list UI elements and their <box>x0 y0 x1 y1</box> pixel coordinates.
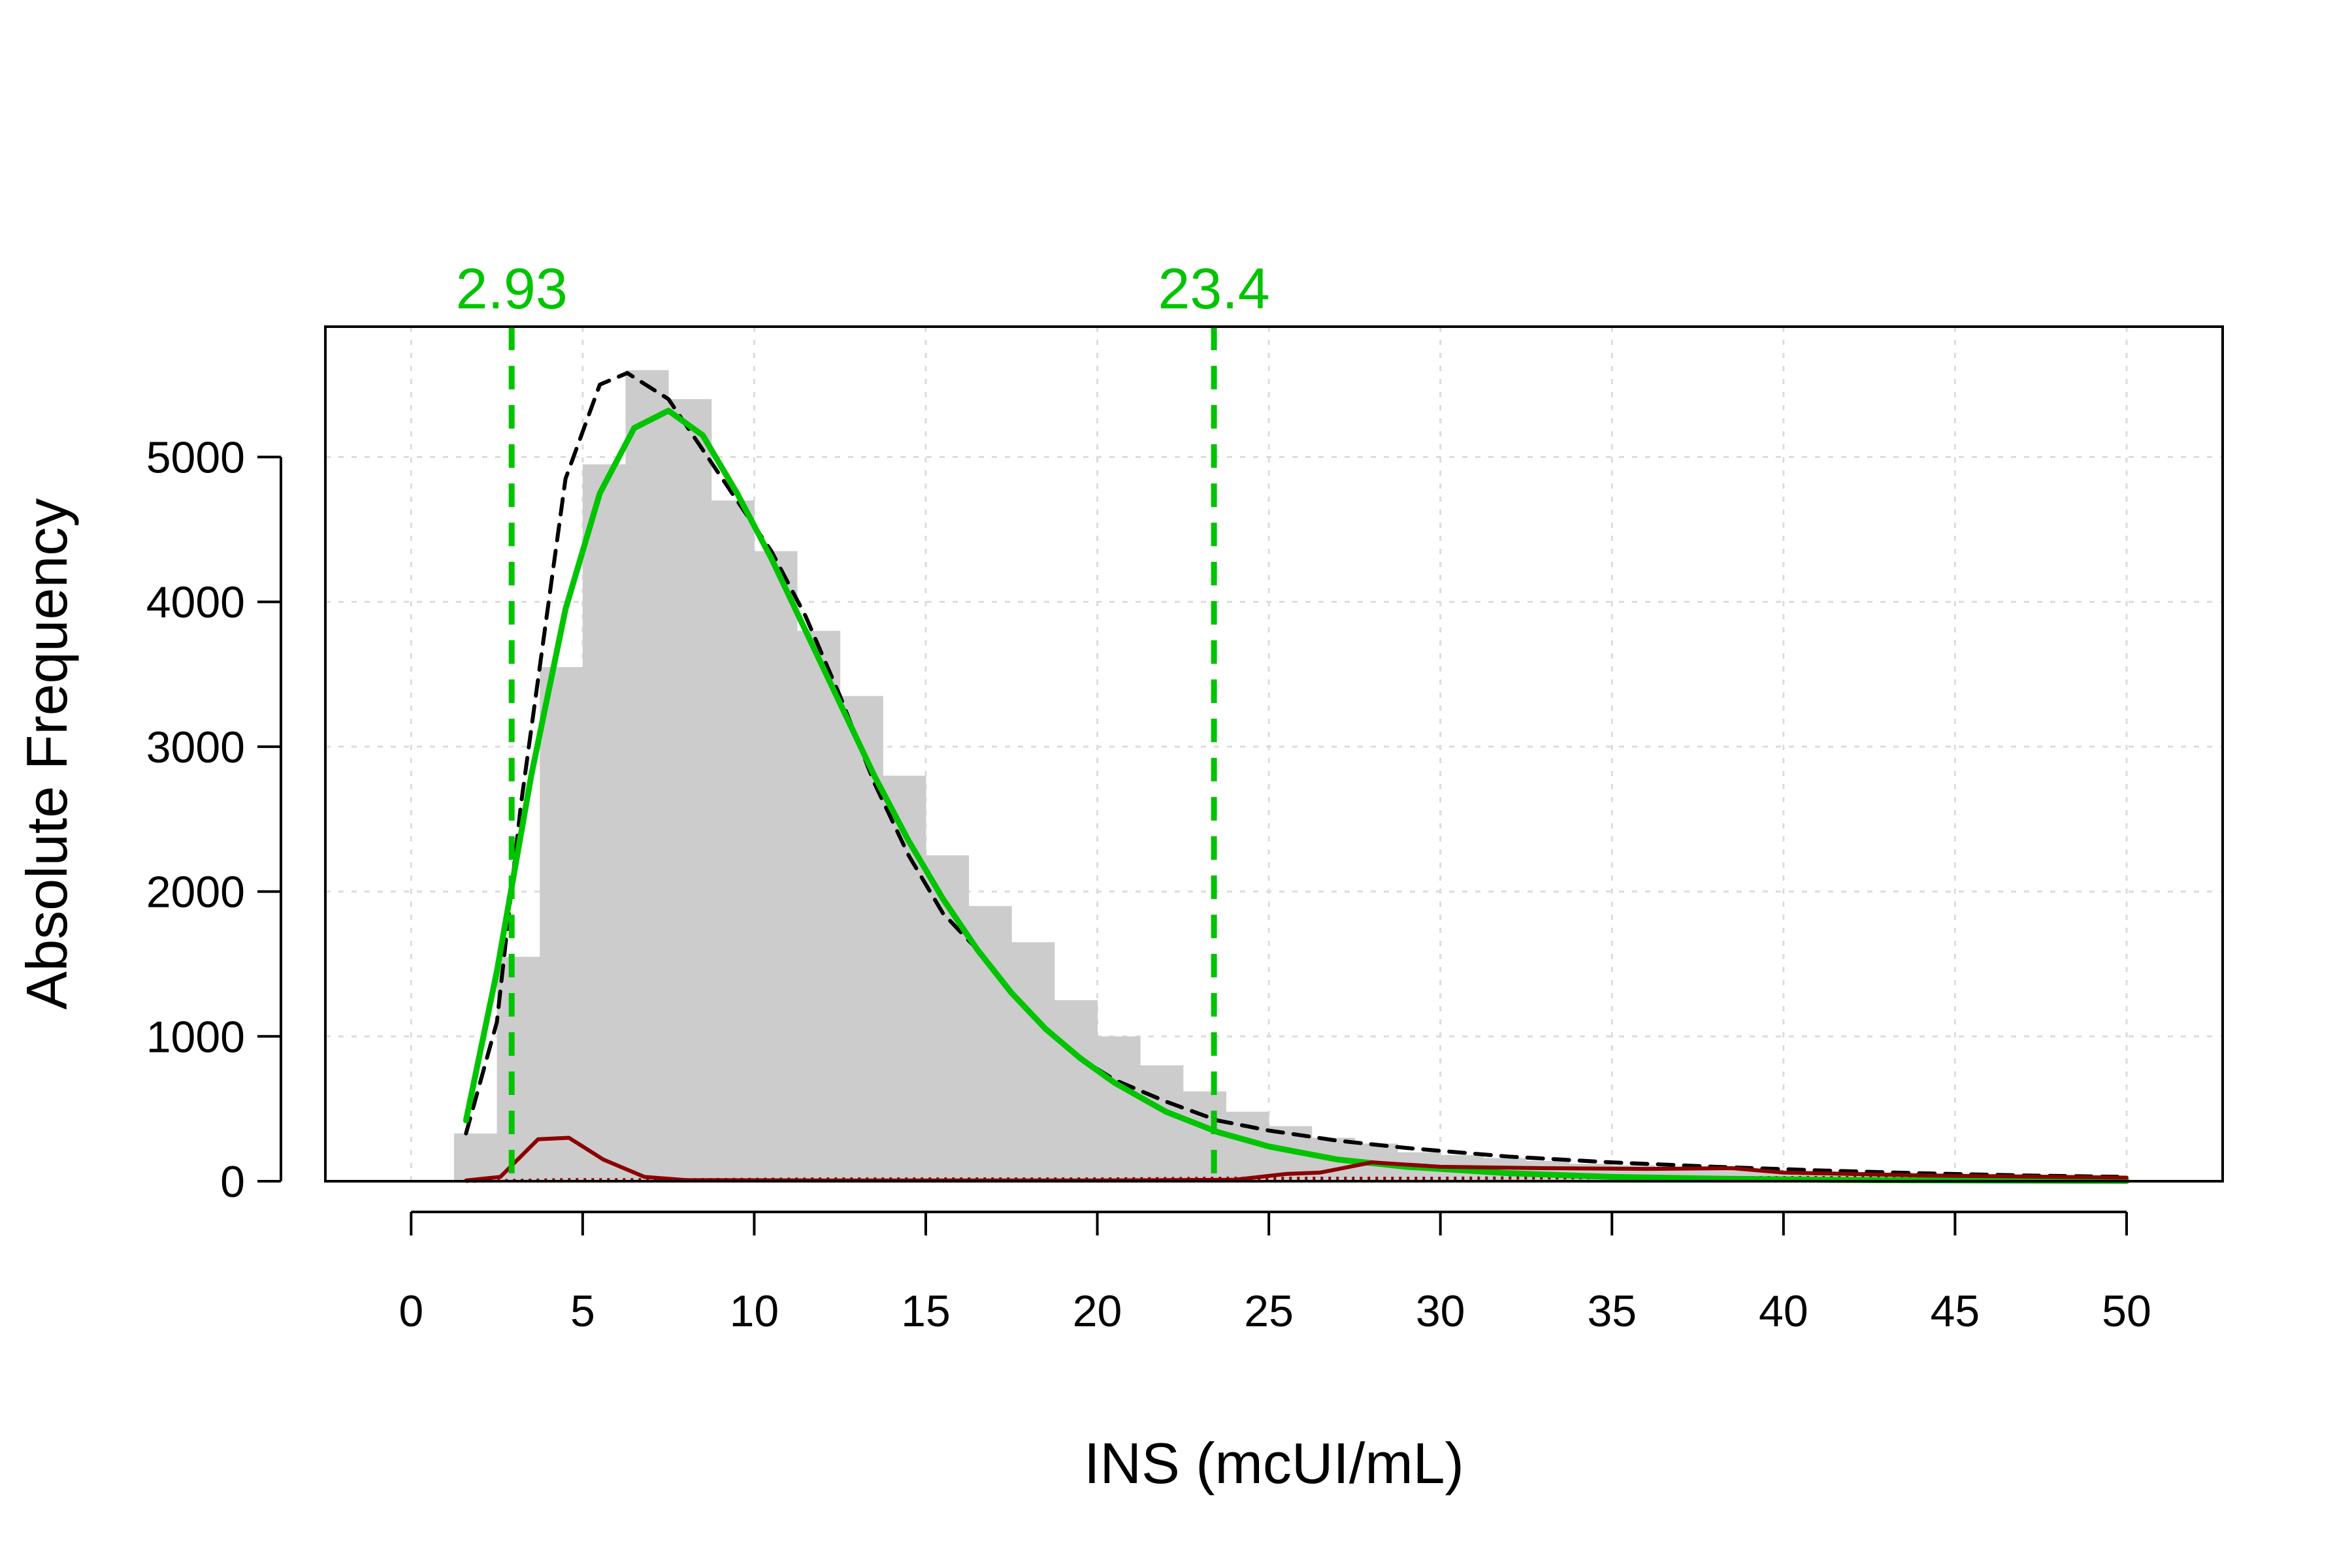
histogram-bar <box>1054 1000 1098 1181</box>
plot-frame <box>324 325 2224 1183</box>
y-axis-title: Absolute Frequency <box>14 498 79 1010</box>
x-tick-label: 20 <box>1073 1286 1122 1336</box>
reference-lines: 2.93 23.4 <box>456 256 1270 1181</box>
histogram-bars <box>453 370 2127 1182</box>
histogram-bar <box>1183 1091 1226 1181</box>
x-tick-label: 45 <box>1931 1286 1980 1336</box>
y-tick-label: 0 <box>220 1157 245 1207</box>
y-tick-label: 4000 <box>146 578 245 627</box>
histogram-bar <box>1011 942 1055 1181</box>
curves <box>463 370 2130 1184</box>
x-axis-title: INS (mcUI/mL) <box>1084 1431 1464 1495</box>
histogram-bar <box>840 696 883 1181</box>
x-tick-label: 50 <box>2102 1286 2151 1336</box>
x-tick-label: 25 <box>1244 1286 1294 1336</box>
y-tick-label: 1000 <box>146 1012 245 1062</box>
y-tick-label: 2000 <box>146 868 245 917</box>
histogram-bar <box>497 956 540 1181</box>
reference-line-label: 23.4 <box>1158 256 1269 321</box>
histogram-bar <box>625 370 669 1181</box>
histogram-bar <box>540 666 583 1181</box>
histogram-bar <box>582 464 626 1182</box>
x-tick-label: 30 <box>1416 1286 1465 1336</box>
y-tick-label: 3000 <box>146 723 245 772</box>
fitted-green-curve <box>463 408 2130 1184</box>
reference-line-label: 2.93 <box>456 256 568 321</box>
x-tick-label: 5 <box>570 1286 595 1336</box>
histogram-bar <box>797 630 841 1181</box>
histogram-bar <box>1140 1065 1184 1181</box>
y-tick-label: 5000 <box>146 433 245 483</box>
axes: 0 5 10 15 20 25 30 35 40 45 50 0 1000 2000 3000 4000 500… <box>146 433 2151 1336</box>
x-tick-label: 40 <box>1759 1286 1808 1336</box>
histogram-bar <box>754 551 798 1181</box>
histogram-bar <box>711 500 755 1181</box>
dark-red-curve <box>464 1135 2129 1183</box>
histogram-bar <box>453 1133 498 1181</box>
histogram-bar <box>1097 1036 1141 1181</box>
histogram-bar <box>668 399 712 1182</box>
x-tick-label: 15 <box>901 1286 951 1336</box>
x-tick-label: 10 <box>730 1286 779 1336</box>
x-tick-label: 35 <box>1587 1286 1637 1336</box>
x-tick-label: 0 <box>399 1286 423 1336</box>
